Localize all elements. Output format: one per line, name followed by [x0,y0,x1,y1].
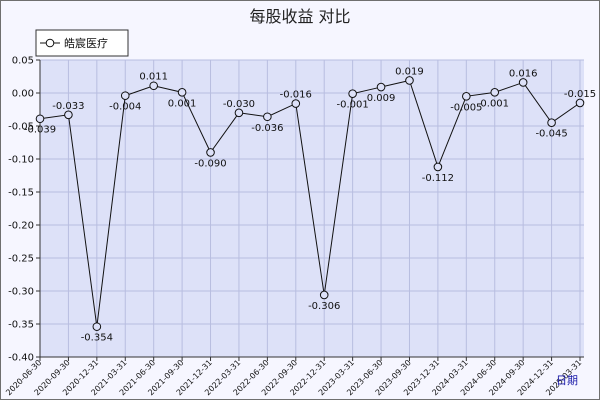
y-tick-label: -0.30 [8,287,34,298]
data-point [206,148,215,157]
data-label: -0.016 [280,90,312,101]
data-point [177,88,187,97]
data-label: -0.036 [251,123,283,134]
legend-marker [45,38,55,48]
data-label: 0.001 [480,98,509,109]
y-tick-label: -0.20 [8,221,34,232]
data-point [490,88,500,97]
y-tick-label: 0.00 [12,89,34,100]
y-tick-label: -0.40 [8,353,34,364]
data-label: -0.033 [52,101,84,112]
data-point [263,112,272,122]
y-tick-label: -0.15 [8,188,34,199]
data-point [92,322,102,331]
data-point [291,99,301,108]
y-tick-label: -0.10 [8,155,34,166]
data-label: -0.039 [24,125,56,136]
data-label: -0.015 [564,89,596,100]
data-point [547,118,556,127]
data-label: -0.030 [223,99,255,110]
data-point [575,98,585,108]
y-tick-label: -0.25 [8,254,34,265]
data-point [234,108,244,118]
data-point [405,76,414,85]
plot-area [40,60,584,357]
data-label: -0.045 [535,129,567,140]
x-axis-corner-label: 日期 [556,374,578,387]
data-label: -0.112 [422,173,454,184]
data-point [120,91,130,100]
data-point [462,92,471,101]
chart-title: 每股收益 对比 [249,7,350,26]
y-tick-label: -0.35 [8,320,34,331]
data-label: -0.001 [337,100,369,111]
data-label: -0.004 [109,102,141,113]
legend-label: 皓宸医疗 [64,36,108,50]
data-label: -0.090 [194,158,226,169]
data-point [518,78,528,87]
data-label: -0.306 [308,301,340,312]
series-line [39,79,581,327]
data-point [319,290,329,300]
y-tick-label: -0.05 [8,122,34,133]
data-point [348,89,357,98]
data-label: 0.019 [395,66,424,77]
data-point [64,110,73,120]
data-label: 0.001 [168,98,197,109]
y-tick-label: 0.05 [12,56,34,67]
data-label: 0.016 [509,68,538,79]
data-label: 0.009 [367,93,396,104]
data-label: -0.005 [450,102,482,113]
data-point [35,114,45,124]
data-label: 0.011 [139,72,168,83]
data-point [433,162,443,172]
data-point [149,81,158,91]
data-label: -0.354 [81,333,113,344]
data-point [376,82,386,92]
